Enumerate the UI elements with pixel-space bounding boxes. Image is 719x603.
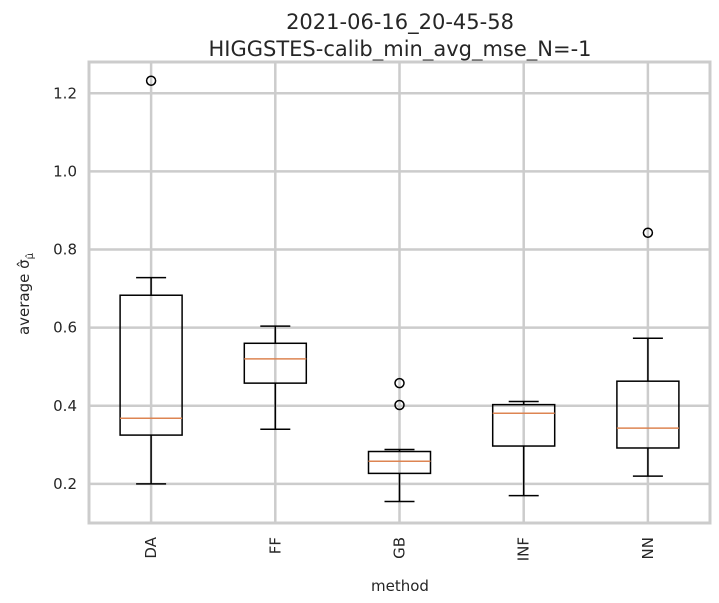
y-tick-label: 0.6 (53, 319, 77, 337)
outlier-point (145, 75, 157, 87)
iqr-box (243, 342, 308, 384)
boxes (119, 75, 680, 503)
y-axis-label-subscript: μ̂ (24, 252, 36, 259)
x-tick-labels: DA FF GB INF NN (142, 536, 657, 561)
y-tick-label: 1.0 (53, 162, 77, 180)
box-inf (491, 400, 556, 497)
outlier-point (394, 377, 405, 389)
y-tick-label: 1.2 (53, 84, 77, 102)
y-tick-labels: 0.2 0.4 0.6 0.8 1.0 1.2 (53, 84, 77, 493)
iqr-box (491, 403, 556, 447)
grid-lines (89, 62, 710, 523)
chart-title-line-1: 2021-06-16_20-45-58 (286, 10, 514, 35)
y-axis-label: average σ̂μ̂ (15, 252, 36, 335)
outlier-point (642, 227, 654, 238)
x-axis-label: method (371, 577, 429, 595)
iqr-box (119, 294, 183, 436)
x-tick-label: INF (515, 537, 533, 561)
box-da (119, 75, 183, 485)
x-tick-label: NN (639, 537, 657, 559)
y-tick-label: 0.8 (53, 241, 77, 259)
y-tick-label: 0.4 (53, 397, 77, 415)
x-tick-label: FF (266, 537, 284, 554)
outlier-point (394, 399, 405, 411)
iqr-box (616, 380, 680, 449)
chart-title-line-2: HIGGSTES-calib_min_avg_mse_N=-1 (208, 37, 591, 62)
box-ff (243, 325, 308, 430)
y-tick-label: 0.2 (53, 475, 77, 493)
x-tick-label: GB (391, 537, 409, 559)
box-nn (616, 227, 680, 477)
y-axis-label-main: average σ̂ (15, 259, 33, 335)
iqr-box (367, 450, 432, 475)
plot-frame (87, 60, 712, 525)
box-gb (367, 377, 432, 503)
x-tick-label: DA (142, 536, 160, 558)
